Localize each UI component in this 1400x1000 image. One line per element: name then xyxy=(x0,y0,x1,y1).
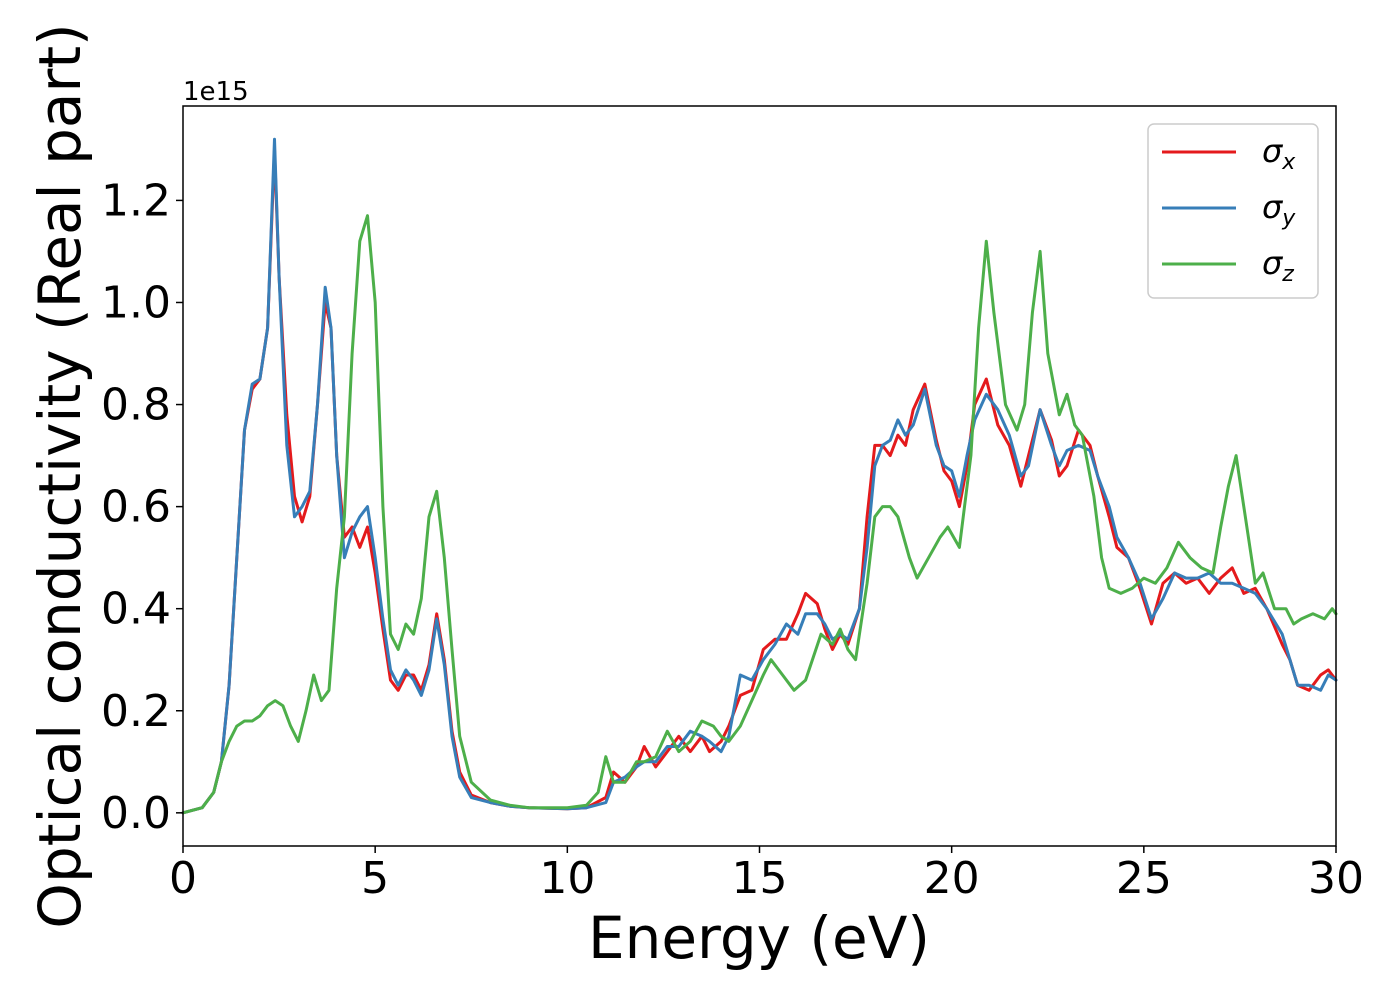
x-tick-label: 10 xyxy=(539,853,595,904)
plot-background xyxy=(183,106,1336,846)
y-offset-label: 1e15 xyxy=(183,77,249,107)
x-tick-label: 5 xyxy=(361,853,389,904)
series-line-y xyxy=(181,137,1338,815)
y-tick-label: 0.0 xyxy=(101,788,171,839)
y-tick-label: 0.4 xyxy=(101,584,171,635)
y-axis: 0.0 0.2 0.4 0.6 0.8 1.0 1.2 xyxy=(101,175,183,839)
y-axis-label: Optical conductivity (Real part) xyxy=(26,23,94,928)
series-layer xyxy=(181,137,1338,815)
y-tick-label: 1.2 xyxy=(101,175,171,226)
y-tick-label: 0.2 xyxy=(101,686,171,737)
x-tick-label: 30 xyxy=(1308,853,1364,904)
y-tick-label: 0.8 xyxy=(101,380,171,431)
legend-label-z: σz xyxy=(1262,244,1294,287)
x-tick-label: 25 xyxy=(1116,853,1172,904)
legend-box xyxy=(1147,123,1319,299)
x-tick-label: 0 xyxy=(169,853,197,904)
legend: σx σy σz xyxy=(1147,123,1319,299)
y-tick-label: 0.6 xyxy=(101,482,171,533)
y-tick-label: 1.0 xyxy=(101,277,171,328)
x-axis: 0 5 10 15 20 25 30 xyxy=(169,846,1364,904)
x-tick-label: 20 xyxy=(924,853,980,904)
legend-label-y: σy xyxy=(1262,188,1296,231)
x-tick-label: 15 xyxy=(732,853,788,904)
x-axis-label: Energy (eV) xyxy=(588,904,930,972)
legend-label-x: σx xyxy=(1262,132,1296,175)
series-line-z xyxy=(181,214,1338,815)
